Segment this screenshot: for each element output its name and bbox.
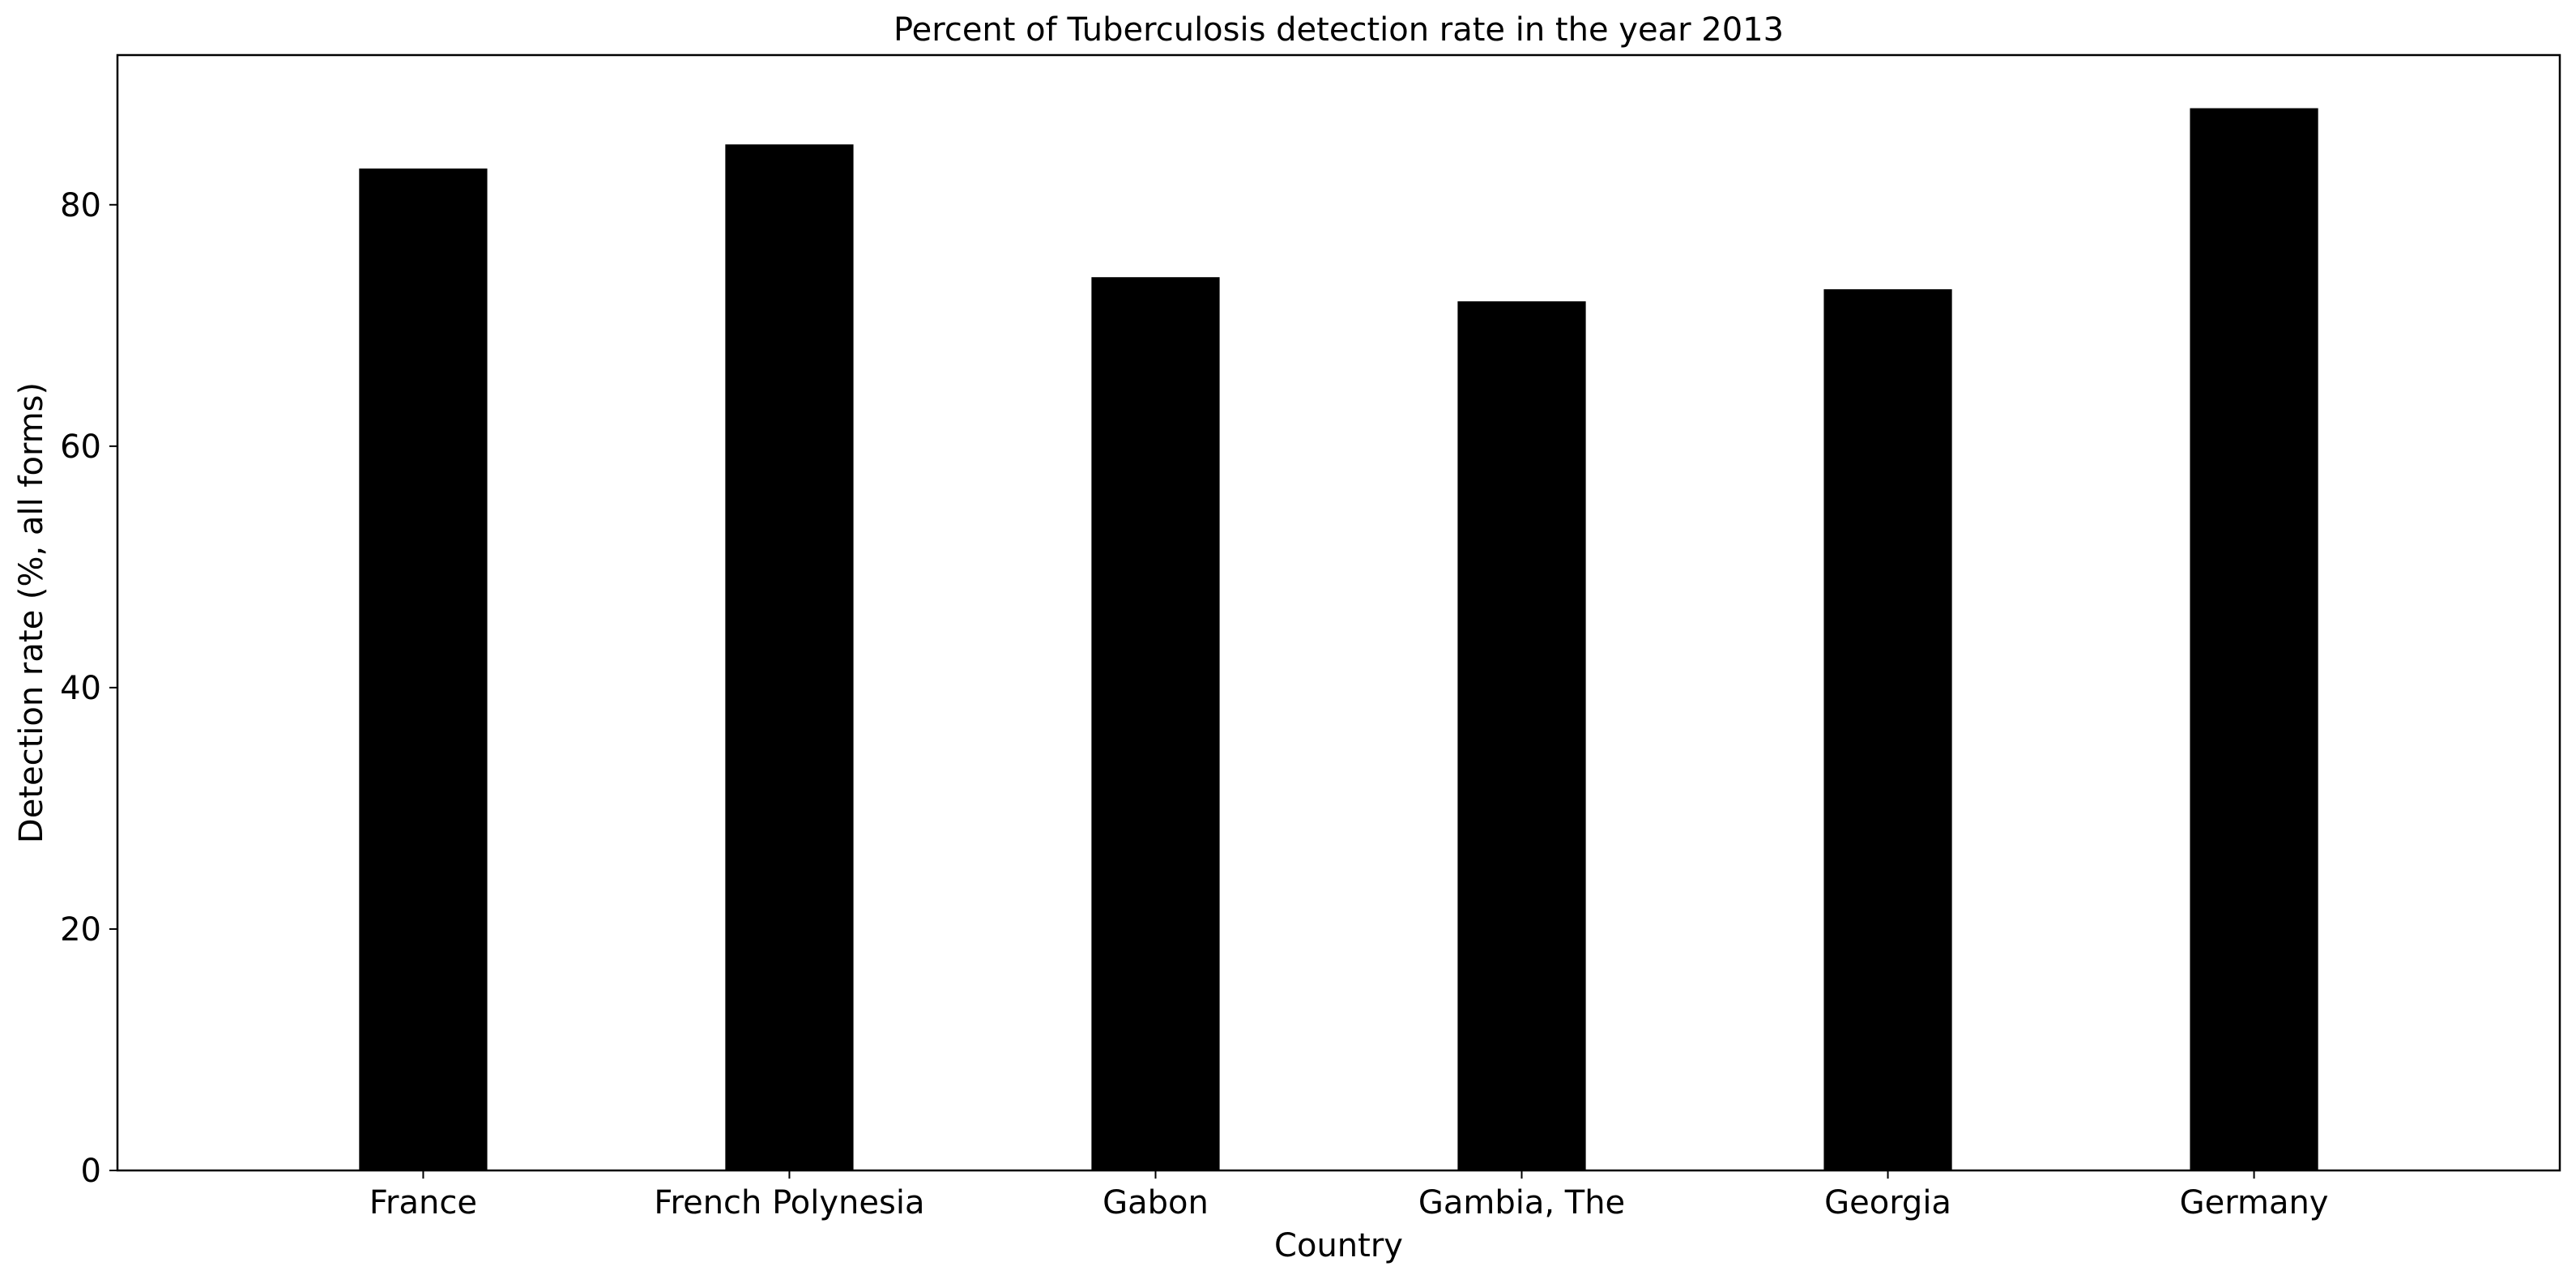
bar-gambia-the	[1457, 301, 1586, 1171]
y-tick-label: 20	[60, 911, 101, 949]
y-tick-label: 60	[60, 428, 101, 466]
bar-gabon	[1091, 277, 1220, 1171]
bar-french-polynesia	[725, 144, 854, 1171]
bar-france	[359, 168, 488, 1170]
x-tick-label: Germany	[2180, 1184, 2329, 1221]
bars	[359, 108, 2318, 1171]
y-tick-label: 0	[81, 1153, 101, 1190]
y-axis: 0 20 40 60 80	[60, 187, 117, 1190]
x-tick-label: Georgia	[1824, 1184, 1951, 1221]
x-tick-label: Gambia, The	[1418, 1184, 1625, 1221]
bar-germany	[2190, 108, 2318, 1171]
bar-georgia	[1823, 289, 1952, 1171]
x-axis: France French Polynesia Gabon Gambia, The Ge…	[369, 1170, 2329, 1221]
y-tick-label: 40	[60, 670, 101, 707]
plot-frame	[116, 53, 2561, 1172]
x-tick-label: France	[369, 1184, 477, 1221]
x-tick-label: French Polynesia	[654, 1184, 924, 1221]
x-axis-label: Country	[1274, 1227, 1403, 1264]
plot-area: 0 20 40 60 80 France French Polynesia Gabon Gam…	[60, 53, 2561, 1221]
x-tick-label: Gabon	[1102, 1184, 1209, 1221]
y-tick-label: 80	[60, 187, 101, 224]
y-axis-label: Detection rate (%, all forms)	[13, 382, 50, 843]
chart-title: Percent of Tuberculosis detection rate i…	[893, 11, 1784, 49]
